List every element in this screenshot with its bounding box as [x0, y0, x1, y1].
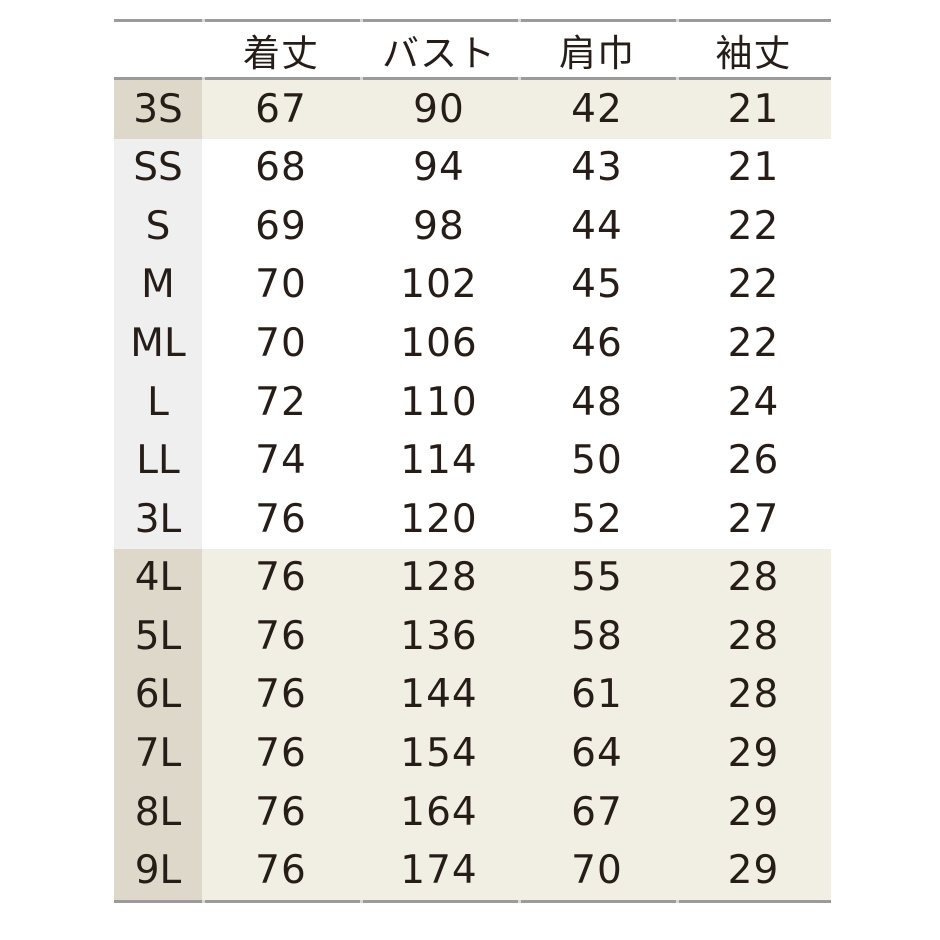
size-label-3L: 3L	[114, 489, 202, 549]
size-row-8L: 8L 76 164 67 29	[114, 782, 831, 842]
size-table-body: 3S 67 90 42 21 SS 68 94 43 21 S 69 98 44 22 M 70 102 45 22 M…	[114, 80, 831, 900]
cell-8L-col1: 164	[360, 782, 518, 842]
size-table: 着丈 バスト 肩巾 袖丈 3S 67 90 42 21 SS 68 94 43 21 S 69 98 44 22 M…	[114, 19, 831, 900]
cell-6L-col0: 76	[202, 665, 360, 725]
cell-8L-col2: 67	[518, 782, 676, 842]
cell-5L-col2: 58	[518, 607, 676, 666]
size-row-SS: SS 68 94 43 21	[114, 138, 831, 198]
cell-3L-col2: 52	[518, 489, 676, 549]
cell-3L-col1: 120	[360, 489, 518, 549]
size-row-4L: 4L 76 128 55 28	[114, 548, 831, 608]
size-row-3L: 3L 76 120 52 27	[114, 489, 831, 549]
size-row-ML: ML 70 106 46 22	[114, 314, 831, 373]
size-row-M: M 70 102 45 22	[114, 255, 831, 315]
cell-9L-col3: 29	[676, 841, 831, 900]
cell-SS-col1: 94	[360, 138, 518, 198]
cell-4L-col0: 76	[202, 548, 360, 608]
size-label-9L: 9L	[114, 841, 202, 900]
cell-9L-col0: 76	[202, 841, 360, 900]
cell-L-col0: 72	[202, 372, 360, 432]
size-label-5L: 5L	[114, 607, 202, 666]
size-label-3S: 3S	[114, 80, 202, 139]
cell-9L-col2: 70	[518, 841, 676, 900]
cell-M-col0: 70	[202, 255, 360, 315]
cell-3L-col3: 27	[676, 489, 831, 549]
cell-3S-col0: 67	[202, 80, 360, 139]
cell-4L-col1: 128	[360, 548, 518, 608]
cell-LL-col0: 74	[202, 431, 360, 490]
size-label-M: M	[114, 255, 202, 315]
size-label-ML: ML	[114, 314, 202, 373]
cell-7L-col0: 76	[202, 724, 360, 783]
cell-LL-col1: 114	[360, 431, 518, 490]
cell-SS-col2: 43	[518, 138, 676, 198]
header-row: 着丈 バスト 肩巾 袖丈	[114, 19, 831, 80]
size-label-8L: 8L	[114, 782, 202, 842]
size-row-6L: 6L 76 144 61 28	[114, 665, 831, 725]
size-row-5L: 5L 76 136 58 28	[114, 607, 831, 666]
size-label-4L: 4L	[114, 548, 202, 608]
table-bottom-rule	[114, 900, 831, 903]
cell-3S-col3: 21	[676, 80, 831, 139]
cell-3S-col1: 90	[360, 80, 518, 139]
cell-LL-col3: 26	[676, 431, 831, 490]
size-row-LL: LL 74 114 50 26	[114, 431, 831, 490]
cell-5L-col3: 28	[676, 607, 831, 666]
cell-6L-col2: 61	[518, 665, 676, 725]
cell-L-col2: 48	[518, 372, 676, 432]
size-label-7L: 7L	[114, 724, 202, 783]
cell-9L-col1: 174	[360, 841, 518, 900]
corner-cell	[114, 19, 202, 80]
cell-4L-col2: 55	[518, 548, 676, 608]
cell-6L-col3: 28	[676, 665, 831, 725]
cell-L-col3: 24	[676, 372, 831, 432]
size-row-9L: 9L 76 174 70 29	[114, 841, 831, 900]
cell-ML-col1: 106	[360, 314, 518, 373]
table-top-rule	[114, 19, 831, 22]
size-row-3S: 3S 67 90 42 21	[114, 80, 831, 139]
cell-S-col0: 69	[202, 197, 360, 256]
column-header-0: 着丈	[243, 31, 319, 75]
cell-S-col2: 44	[518, 197, 676, 256]
cell-7L-col1: 154	[360, 724, 518, 783]
size-row-7L: 7L 76 154 64 29	[114, 724, 831, 783]
size-label-LL: LL	[114, 431, 202, 490]
cell-7L-col2: 64	[518, 724, 676, 783]
size-label-SS: SS	[114, 138, 202, 198]
size-row-S: S 69 98 44 22	[114, 197, 831, 256]
cell-S-col1: 98	[360, 197, 518, 256]
cell-SS-col3: 21	[676, 138, 831, 198]
cell-4L-col3: 28	[676, 548, 831, 608]
cell-M-col1: 102	[360, 255, 518, 315]
cell-3S-col2: 42	[518, 80, 676, 139]
cell-8L-col3: 29	[676, 782, 831, 842]
cell-5L-col1: 136	[360, 607, 518, 666]
cell-LL-col2: 50	[518, 431, 676, 490]
cell-SS-col0: 68	[202, 138, 360, 198]
cell-8L-col0: 76	[202, 782, 360, 842]
cell-5L-col0: 76	[202, 607, 360, 666]
cell-ML-col3: 22	[676, 314, 831, 373]
size-label-6L: 6L	[114, 665, 202, 725]
size-row-L: L 72 110 48 24	[114, 372, 831, 432]
column-header-1: バスト	[382, 31, 496, 75]
cell-S-col3: 22	[676, 197, 831, 256]
size-table-header: 着丈 バスト 肩巾 袖丈	[114, 19, 831, 80]
cell-3L-col0: 76	[202, 489, 360, 549]
column-header-2: 肩巾	[559, 31, 635, 75]
cell-M-col2: 45	[518, 255, 676, 315]
cell-6L-col1: 144	[360, 665, 518, 725]
column-header-3: 袖丈	[715, 31, 792, 75]
cell-ML-col2: 46	[518, 314, 676, 373]
table-header-rule	[114, 77, 831, 80]
cell-7L-col3: 29	[676, 724, 831, 783]
cell-ML-col0: 70	[202, 314, 360, 373]
cell-L-col1: 110	[360, 372, 518, 432]
size-chart: 着丈 バスト 肩巾 袖丈 3S 67 90 42 21 SS 68 94 43 21 S 69 98 44 22 M…	[114, 19, 831, 903]
cell-M-col3: 22	[676, 255, 831, 315]
size-label-L: L	[114, 372, 202, 432]
size-label-S: S	[114, 197, 202, 256]
